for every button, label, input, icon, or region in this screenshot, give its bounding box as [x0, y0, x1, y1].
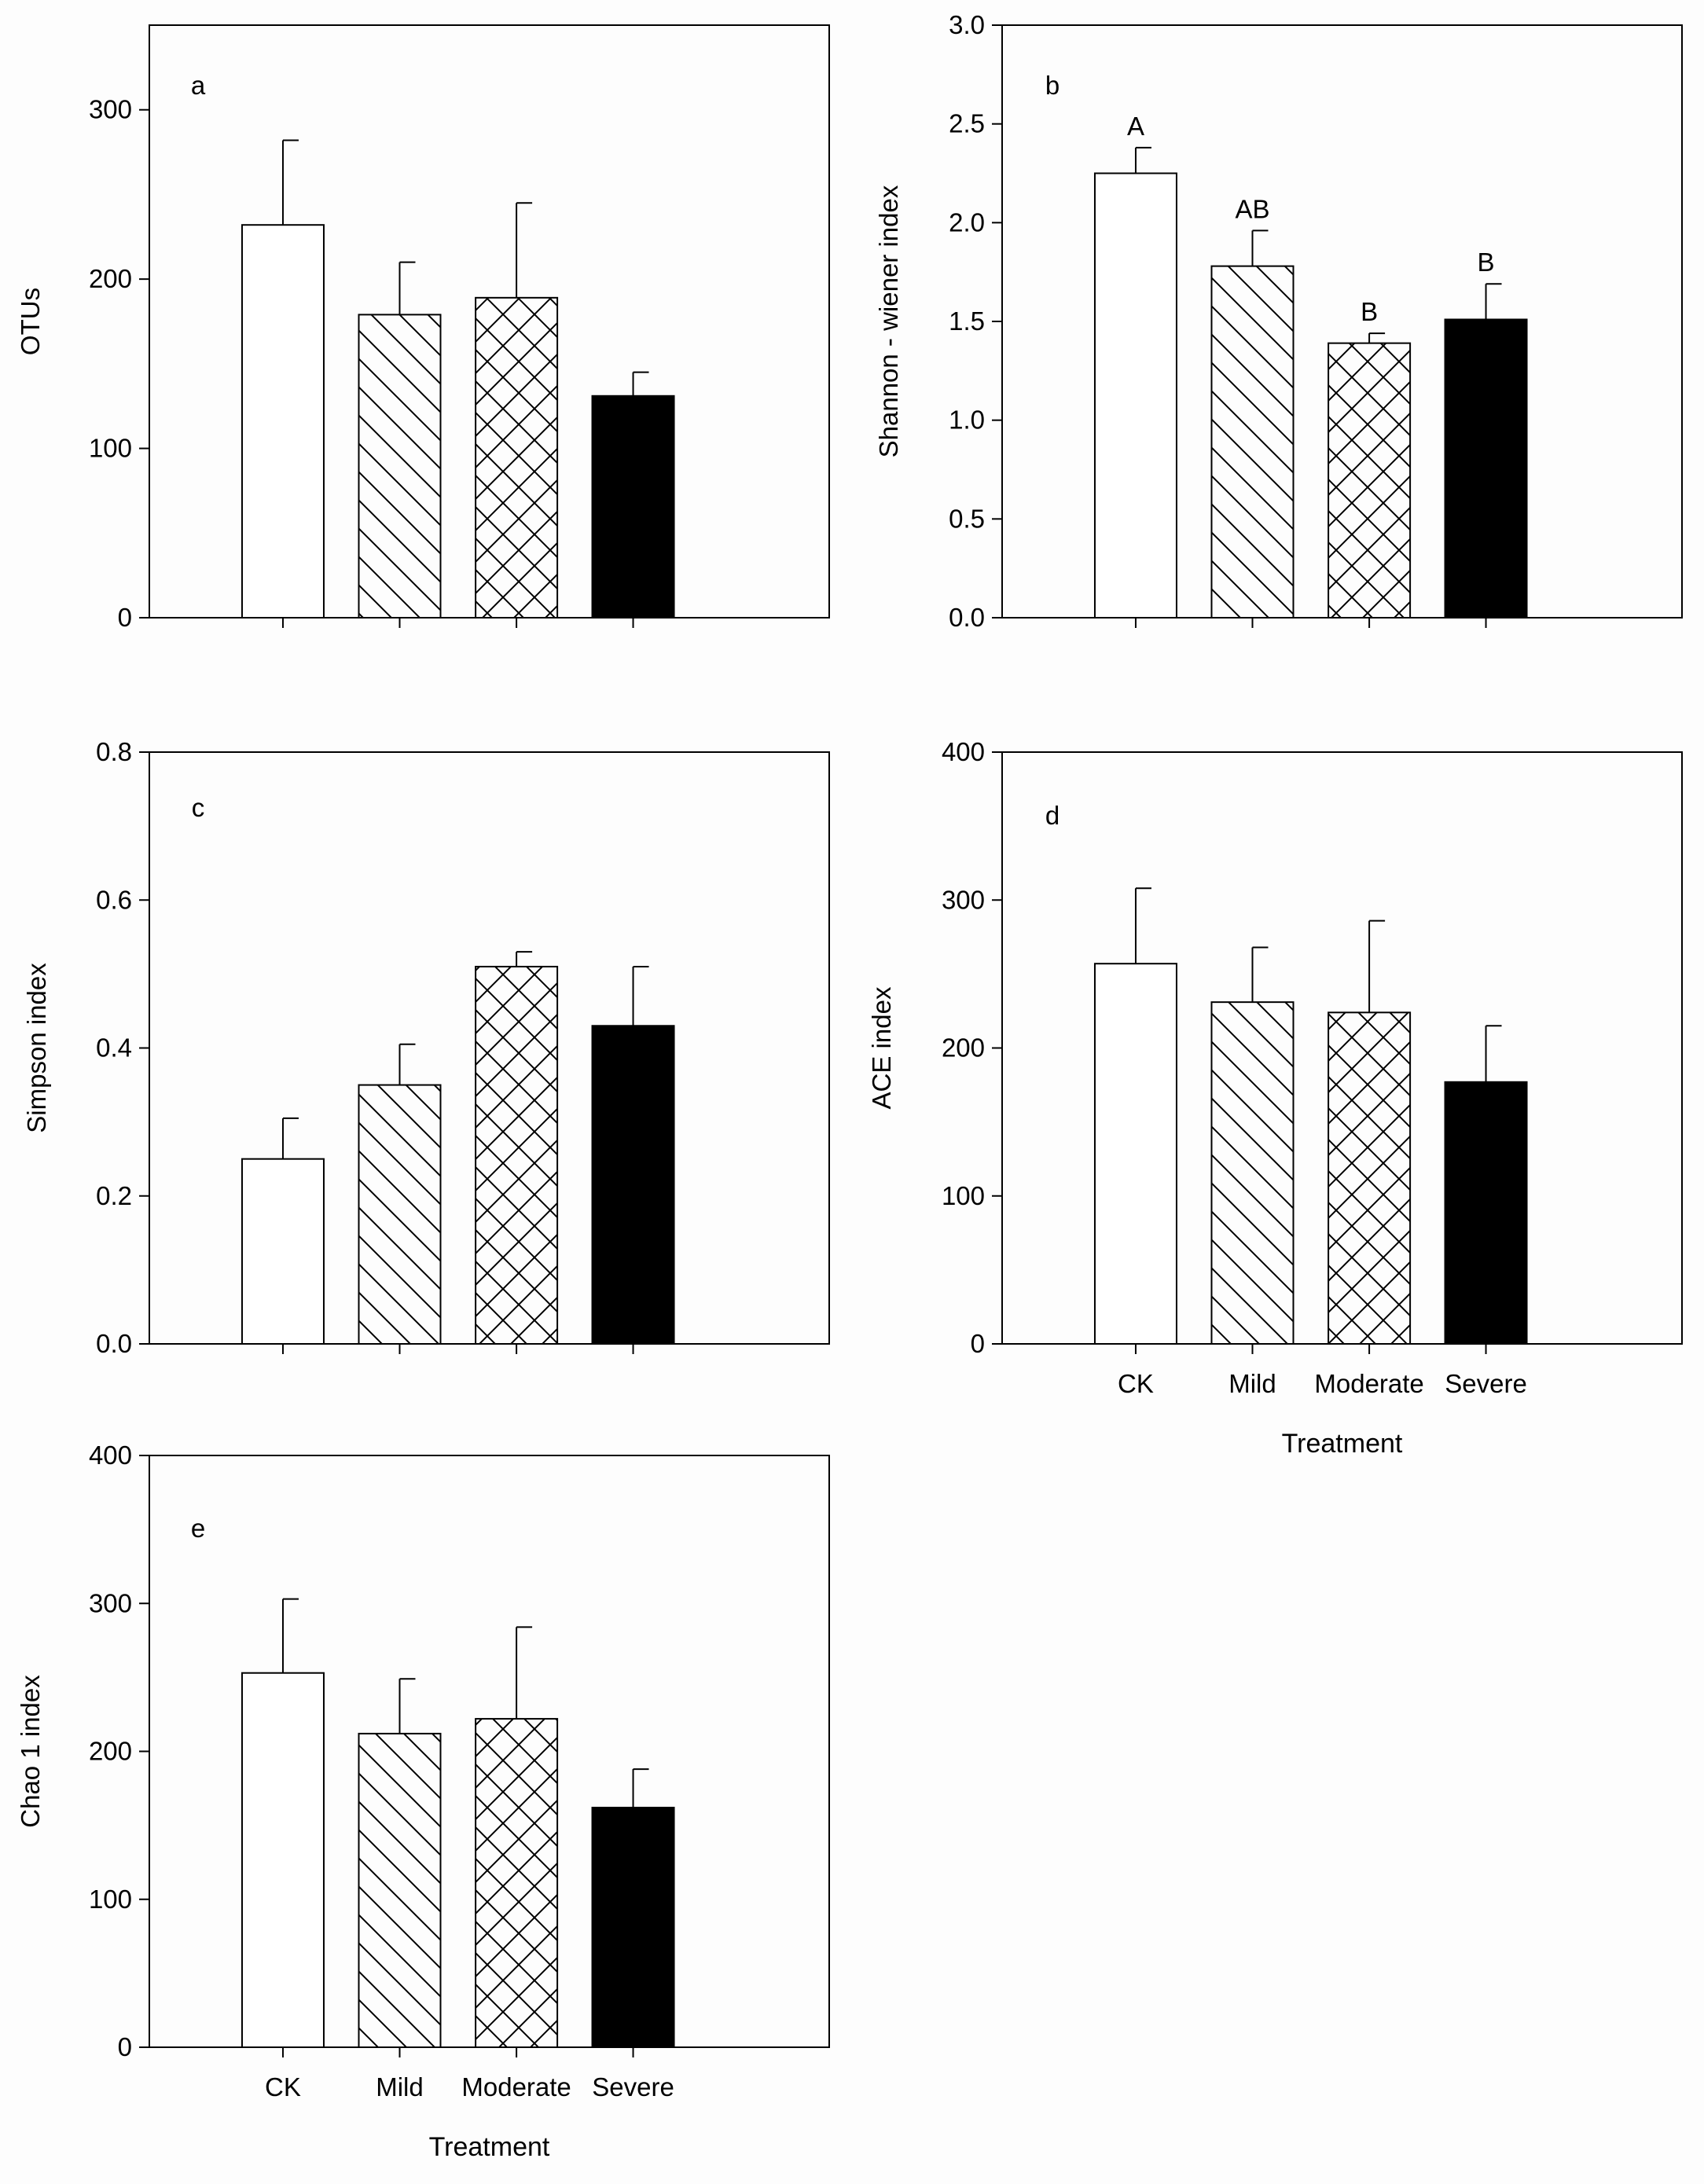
y-tick-label: 400 [942, 737, 985, 766]
bar-mild [1210, 265, 1295, 618]
bar-mild [358, 1732, 442, 2048]
x-axis-label: Treatment [429, 2132, 550, 2162]
bar-ck [241, 1158, 325, 1345]
panel-label: c [192, 793, 205, 822]
significance-label-moderate: B [1361, 297, 1378, 326]
y-tick-label: 200 [89, 1737, 132, 1766]
y-tick-label: 100 [89, 1885, 132, 1914]
bar-moderate [1328, 1011, 1412, 1345]
panel-label: b [1045, 71, 1059, 100]
y-tick-label: 200 [89, 264, 132, 293]
bar-mild [358, 314, 442, 618]
x-tick-label-ck: CK [265, 2072, 301, 2101]
y-tick-label: 0 [118, 603, 132, 632]
bar-ck [1093, 963, 1177, 1345]
y-axis-label: Chao 1 index [16, 1675, 45, 1828]
y-tick-label: 0.0 [949, 603, 985, 632]
bar-moderate [475, 965, 559, 1345]
panel-d: 0 100 200 300 400 CK Mild Moderate Severe d ACE in… [867, 737, 1683, 1459]
y-tick-label: 300 [89, 95, 132, 124]
y-tick-label: 2.5 [949, 109, 985, 138]
bar-moderate [1328, 342, 1412, 618]
bar-severe [1444, 318, 1528, 618]
y-tick-label: 0.4 [96, 1033, 132, 1063]
y-tick-label: 0 [971, 1329, 985, 1358]
bar-moderate [475, 296, 559, 618]
plot-frame [149, 24, 830, 618]
panel-b: A AB B B 0.0 0.5 1.0 1.5 2.0 2.5 3.0 b Shannon - wie… [874, 10, 1683, 632]
bar-mild [358, 1084, 442, 1345]
bar-moderate [475, 1718, 559, 2048]
y-tick-label: 3.0 [949, 10, 985, 39]
x-tick-label-mild: Mild [376, 2072, 424, 2101]
bar-mild [1210, 1001, 1295, 1345]
significance-label-mild: AB [1235, 194, 1269, 223]
y-tick-label: 0.0 [96, 1329, 132, 1358]
y-axis-label: ACE index [867, 986, 896, 1109]
panel-c: 0.0 0.2 0.4 0.6 0.8 c Simpson index [22, 737, 830, 1358]
bar-severe [1444, 1081, 1528, 1345]
significance-label-severe: B [1478, 248, 1495, 277]
y-tick-label: 1.0 [949, 406, 985, 435]
y-axis-label: Shannon - wiener index [874, 185, 903, 457]
bar-severe [591, 1807, 675, 2048]
y-tick-label: 300 [89, 1588, 132, 1617]
x-tick-label-mild: Mild [1228, 1369, 1276, 1398]
y-tick-label: 100 [942, 1181, 985, 1210]
y-axis-label: Simpson index [22, 963, 51, 1133]
x-tick-label-moderate: Moderate [461, 2072, 571, 2101]
y-axis-label: OTUs [16, 288, 45, 355]
y-tick-label: 100 [89, 434, 132, 463]
panel-label: e [191, 1514, 205, 1543]
panel-label: a [191, 71, 206, 100]
y-tick-label: 1.5 [949, 306, 985, 336]
y-tick-label: 300 [942, 885, 985, 914]
y-tick-label: 200 [942, 1033, 985, 1063]
y-tick-label: 0.8 [96, 737, 132, 766]
significance-label-ck: A [1127, 112, 1144, 141]
panel-e: 0 100 200 300 400 CK Mild Moderate Severe e Chao 1… [16, 1441, 830, 2162]
x-tick-label-moderate: Moderate [1314, 1369, 1423, 1398]
x-tick-label-ck: CK [1118, 1369, 1154, 1398]
bar-severe [591, 395, 675, 618]
y-tick-label: 400 [89, 1441, 132, 1470]
x-tick-label-severe: Severe [1445, 1369, 1527, 1398]
bar-ck [241, 224, 325, 618]
bar-ck [241, 1672, 325, 2049]
bar-severe [591, 1025, 675, 1345]
y-tick-label: 2.0 [949, 207, 985, 237]
bar-ck [1093, 172, 1177, 618]
y-tick-label: 0.2 [96, 1181, 132, 1210]
y-tick-label: 0.6 [96, 885, 132, 914]
y-tick-label: 0.5 [949, 504, 985, 533]
x-axis-label: Treatment [1282, 1429, 1403, 1459]
panel-label: d [1045, 801, 1059, 830]
y-tick-label: 0 [118, 2032, 132, 2061]
x-tick-label-severe: Severe [592, 2072, 674, 2101]
panel-a: 0 100 200 300 a OTUs [16, 24, 830, 632]
